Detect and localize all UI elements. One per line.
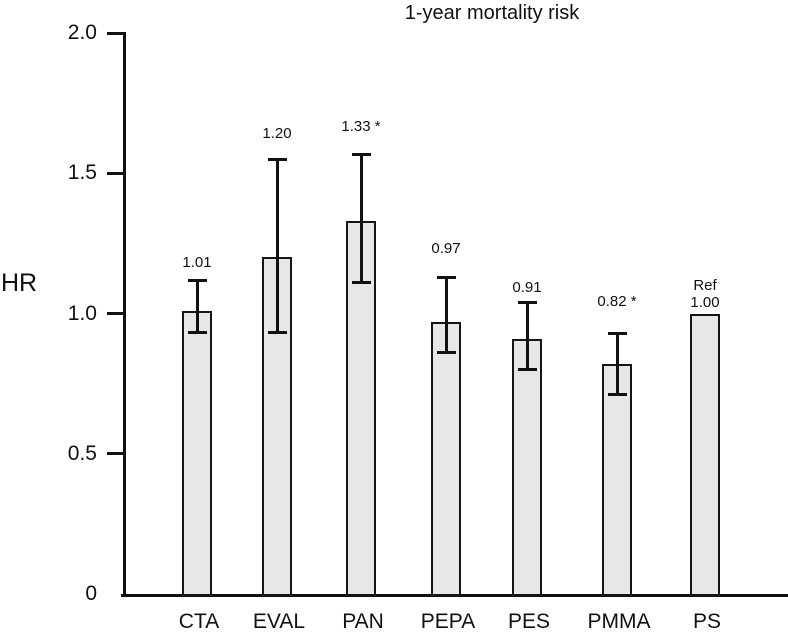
error-bar-cap-bottom xyxy=(436,350,456,354)
bar-value-label: 1.20 xyxy=(262,125,292,142)
error-bar-cap-bottom xyxy=(517,367,537,371)
bar xyxy=(431,321,461,596)
error-bar-cap-bottom xyxy=(607,392,627,396)
y-axis-label: HR xyxy=(1,269,38,297)
y-axis-line xyxy=(123,32,126,597)
category-label: PES xyxy=(507,610,551,633)
bar-value-label: 0.97 xyxy=(431,240,461,257)
bar-value-label: Ref 1.00 xyxy=(690,277,720,311)
y-tick-mark xyxy=(107,31,123,35)
bar xyxy=(512,338,542,596)
error-bar-line xyxy=(444,277,448,353)
error-bar-line xyxy=(195,279,199,334)
bar-value-label: 0.91 xyxy=(512,279,542,296)
category-label: EVAL xyxy=(252,610,306,633)
bar-value-label: 1.01 xyxy=(182,254,212,271)
bar xyxy=(602,363,632,596)
bar-value-label: 1.33 * xyxy=(341,118,381,135)
bar-value-label: 0.82 * xyxy=(597,293,637,310)
bar xyxy=(262,257,292,596)
category-label: CTA xyxy=(178,610,220,633)
y-tick-mark xyxy=(107,452,123,456)
error-bar-cap-top xyxy=(187,278,207,282)
chart-title: 1-year mortality risk xyxy=(404,2,580,24)
error-bar-cap-bottom xyxy=(267,331,287,335)
y-tick-label: 1.5 xyxy=(67,161,97,185)
category-label: PMMA xyxy=(587,610,651,633)
error-bar-line xyxy=(359,153,363,283)
error-bar-cap-top xyxy=(436,276,456,280)
error-bar-line xyxy=(525,302,529,370)
y-tick-mark xyxy=(107,171,123,175)
error-bar-cap-bottom xyxy=(187,331,207,335)
error-bar-cap-top xyxy=(267,158,287,162)
y-tick-label: 2.0 xyxy=(67,21,97,44)
error-bar-cap-bottom xyxy=(351,280,371,284)
error-bar-cap-top xyxy=(517,301,537,305)
bar xyxy=(182,310,212,596)
category-label: PEPA xyxy=(420,610,476,633)
error-bar-line xyxy=(275,159,279,334)
y-tick-label: 1.0 xyxy=(67,301,97,325)
bar xyxy=(690,313,720,596)
error-bar-cap-top xyxy=(607,332,627,336)
y-tick-mark xyxy=(107,312,123,315)
y-tick-label: 0.5 xyxy=(67,441,97,465)
category-label: PS xyxy=(692,610,722,633)
error-bar-cap-top xyxy=(351,152,371,156)
category-label: PAN xyxy=(342,610,384,633)
error-bar-line xyxy=(615,333,619,395)
y-tick-label: 0 xyxy=(85,582,97,605)
